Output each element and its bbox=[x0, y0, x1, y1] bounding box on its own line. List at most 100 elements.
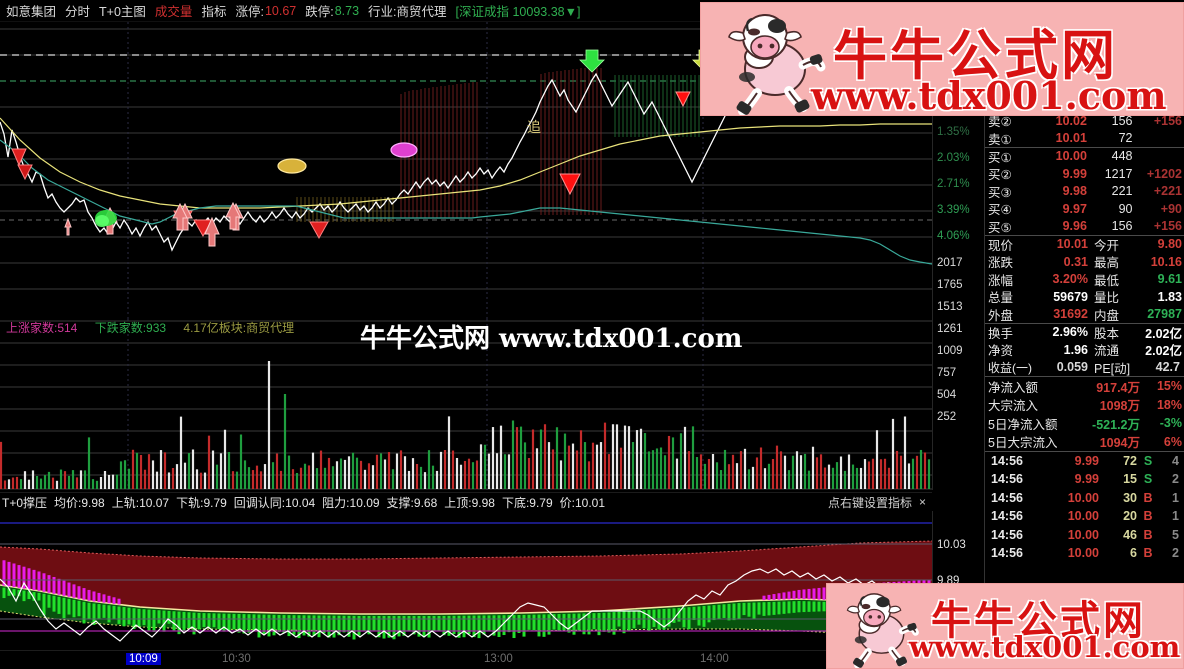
tick-extra: 2 bbox=[1172, 546, 1179, 560]
volume-axis-tick: 1513 bbox=[937, 301, 963, 313]
indicator-chart-panel[interactable] bbox=[0, 511, 932, 650]
tick-price: 9.99 bbox=[1074, 454, 1099, 469]
tick-side: B bbox=[1143, 546, 1153, 560]
tick-row[interactable]: 14:56 9.99 15 S 2 bbox=[985, 470, 1184, 488]
time-tick[interactable]: 10:30 bbox=[222, 653, 251, 665]
time-axis[interactable]: 10:09 10:30 13:00 14:00 bbox=[0, 650, 932, 669]
tick-row[interactable]: 14:56 10.00 6 B 2 bbox=[985, 544, 1184, 562]
order-book-row-ask2[interactable]: 卖② 10.02 156 +156 bbox=[985, 112, 1184, 130]
order-price: 9.96 bbox=[1062, 219, 1087, 234]
right-click-hint[interactable]: 点右键设置指标 bbox=[827, 495, 912, 510]
order-book-row-ask1[interactable]: 卖① 10.01 72 bbox=[985, 129, 1184, 147]
volume-header: 上涨家数:514 下跌家数:933 4.17亿板块:商贸代理 bbox=[0, 319, 932, 337]
indicator-field-top: 上顶:9.98 bbox=[444, 495, 495, 510]
time-tick[interactable]: 14:00 bbox=[700, 653, 729, 665]
index-quote[interactable]: [深证成指 10093.38▼] bbox=[455, 5, 581, 19]
quote-label: 涨跌 bbox=[988, 256, 1014, 271]
tick-side: S bbox=[1143, 454, 1153, 469]
price-chart-panel[interactable]: 追 bbox=[0, 22, 932, 319]
quote-row-totalvol: 总量 59679 量比 1.83 bbox=[985, 288, 1184, 306]
axis-tick: 2.03% bbox=[937, 152, 970, 164]
order-book[interactable]: 卖② 10.02 156 +156 卖① 10.01 72 买① 10.00 4… bbox=[985, 112, 1184, 235]
indicator-field-resistance: 阻力:10.09 bbox=[322, 495, 380, 510]
quote-divider-2 bbox=[985, 322, 1184, 324]
quote-value: 0.059 bbox=[1056, 360, 1088, 375]
tick-row[interactable]: 14:56 9.99 72 S 4 bbox=[985, 452, 1184, 470]
tick-price: 10.00 bbox=[1067, 527, 1099, 542]
order-label: 卖① bbox=[988, 132, 1012, 147]
order-price: 9.99 bbox=[1062, 166, 1087, 181]
green-signal-markers bbox=[95, 49, 718, 227]
volume-axis-tick: 1261 bbox=[937, 323, 963, 335]
watermark-bottom: 牛牛公式网 www.tdx001.com bbox=[826, 583, 1184, 669]
tick-row[interactable]: 14:56 10.00 20 B 1 bbox=[985, 507, 1184, 525]
time-tick-selected[interactable]: 10:09 bbox=[126, 653, 161, 665]
tick-side: B bbox=[1143, 527, 1153, 542]
order-book-row-bid4[interactable]: 买④ 9.97 90 +90 bbox=[985, 200, 1184, 218]
tick-price: 10.00 bbox=[1067, 490, 1099, 505]
flow-row-net-inflow: 净流入额 917.4万 15% bbox=[985, 377, 1184, 396]
decliners-count: 下跌家数:933 bbox=[94, 321, 167, 335]
indicator-chart-svg bbox=[0, 522, 932, 642]
tick-extra: 1 bbox=[1172, 490, 1179, 505]
flow-label: 大宗流入 bbox=[988, 399, 1039, 414]
order-price: 10.00 bbox=[1055, 149, 1087, 164]
order-book-row-bid2[interactable]: 买② 9.99 1217 +1202 bbox=[985, 165, 1184, 183]
flow-value: -521.2万 bbox=[1092, 417, 1140, 432]
order-book-row-bid5[interactable]: 买⑤ 9.96 156 +156 bbox=[985, 217, 1184, 235]
quote-value2: 42.7 bbox=[1155, 360, 1180, 375]
quote-row-eps-pe: 收益(一) 0.059 PE[动] 42.7 bbox=[985, 358, 1184, 376]
flow-pct: 15% bbox=[1156, 379, 1182, 394]
tick-price: 10.00 bbox=[1067, 546, 1099, 560]
tick-side: B bbox=[1143, 509, 1153, 524]
volume-axis-tick: 1765 bbox=[937, 279, 963, 291]
quote-row-netasset: 净资 1.96 流通 2.02亿 bbox=[985, 341, 1184, 359]
order-price: 9.98 bbox=[1062, 184, 1087, 199]
order-delta: +156 bbox=[1153, 113, 1182, 128]
tick-side: B bbox=[1143, 490, 1153, 505]
indicator-field-pullback: 回调认同:10.04 bbox=[233, 495, 316, 510]
watermark-top: 牛牛公式网 www.tdx001.com bbox=[700, 2, 1184, 116]
quote-row-changepct: 涨幅 3.20% 最低 9.61 bbox=[985, 271, 1184, 288]
chase-annotation: 追 bbox=[527, 120, 541, 136]
tick-tape[interactable]: 14:56 9.99 72 S 4 14:56 9.99 15 S 2 14:5… bbox=[985, 452, 1184, 562]
volume-axis-tick: 504 bbox=[937, 389, 957, 401]
tick-volume: 20 bbox=[1123, 509, 1137, 524]
main-chart-tab[interactable]: T+0主图 bbox=[99, 5, 146, 19]
tick-time: 14:56 bbox=[991, 490, 1023, 505]
quote-label2: PE[动] bbox=[1094, 361, 1131, 376]
order-delta: +90 bbox=[1160, 201, 1182, 216]
quote-value: 59679 bbox=[1053, 289, 1088, 304]
tick-time: 14:56 bbox=[991, 527, 1023, 542]
order-label: 卖② bbox=[988, 115, 1012, 130]
quote-value: 3.20% bbox=[1052, 272, 1088, 287]
flow-label: 5日净流入额 bbox=[988, 417, 1058, 432]
time-tick[interactable]: 13:00 bbox=[484, 653, 513, 665]
cow-mascot-icon bbox=[846, 593, 919, 668]
watermark-url: www.tdx001.com bbox=[909, 630, 1181, 664]
tick-volume: 6 bbox=[1130, 546, 1137, 560]
order-volume: 72 bbox=[1118, 131, 1133, 146]
quote-label: 净资 bbox=[988, 344, 1014, 359]
tick-row[interactable]: 14:56 10.00 46 B 5 bbox=[985, 525, 1184, 543]
indicator-field-lower: 下轨:9.79 bbox=[176, 495, 227, 510]
watermark-brand-cn: 牛牛公式网 bbox=[931, 598, 1146, 644]
quote-value2: 9.80 bbox=[1157, 237, 1182, 252]
order-book-row-bid1[interactable]: 买① 10.00 448 bbox=[985, 148, 1184, 165]
sector-turnover: 4.17亿板块:商贸代理 bbox=[183, 321, 295, 335]
volume-tab[interactable]: 成交量 bbox=[154, 5, 193, 19]
limit-up-label: 涨停: bbox=[235, 5, 264, 19]
order-label: 买① bbox=[988, 150, 1012, 165]
close-icon[interactable]: × bbox=[918, 495, 926, 509]
indicator-field-bottom: 下底:9.79 bbox=[501, 495, 553, 510]
order-book-row-bid3[interactable]: 买③ 9.98 221 +221 bbox=[985, 183, 1184, 200]
order-volume: 156 bbox=[1111, 113, 1133, 128]
chart-mode-tab[interactable]: 分时 bbox=[65, 5, 91, 19]
indicator-tab[interactable]: 指标 bbox=[201, 5, 227, 19]
stock-name[interactable]: 如意集团 bbox=[6, 5, 57, 19]
industry-label[interactable]: 行业:商贸代理 bbox=[368, 5, 447, 19]
quote-label2: 今开 bbox=[1094, 238, 1120, 253]
axis-tick: 4.06% bbox=[937, 230, 970, 242]
tick-row[interactable]: 14:56 10.00 30 B 1 bbox=[985, 489, 1184, 507]
volume-chart-panel[interactable] bbox=[0, 319, 932, 490]
